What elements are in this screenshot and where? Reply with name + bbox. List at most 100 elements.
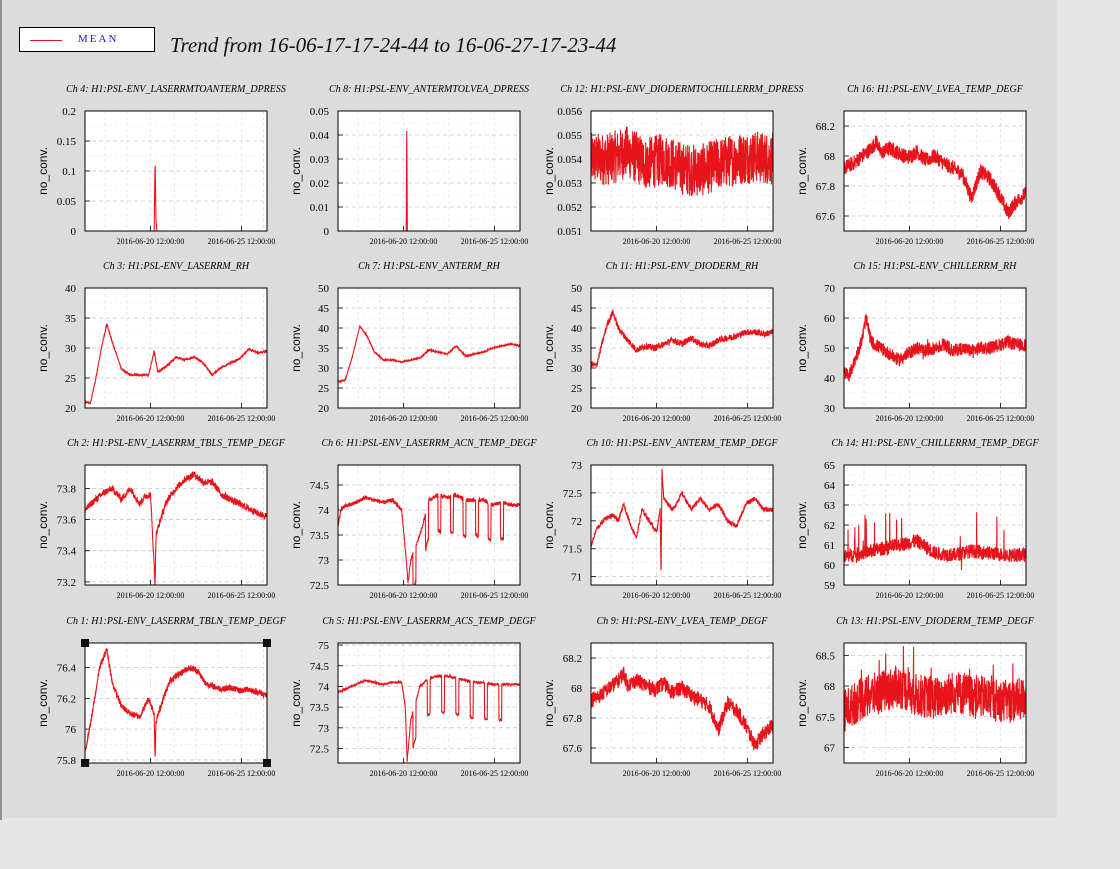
x-tick-label: 2016-06-25 12:00:00 [461, 769, 529, 778]
y-tick-label: 0.03 [310, 154, 330, 166]
y-tick-label: 73.5 [310, 702, 330, 714]
series-line-mean [590, 468, 774, 571]
legend-label: MEAN [78, 33, 119, 45]
series-line-mean [843, 646, 1027, 732]
chart-13: 75.8 76 76.2 76.4 2016-06-20 12:00:00 2016-06… [36, 616, 287, 778]
x-tick-label: 2016-06-20 12:00:00 [117, 769, 185, 778]
series-line-mean [337, 492, 521, 586]
y-tick-label: 0.02 [310, 178, 329, 190]
x-tick-label: 2016-06-25 12:00:00 [967, 237, 1035, 246]
y-tick-label: 71.5 [563, 544, 583, 556]
x-tick-label: 2016-06-25 12:00:00 [714, 414, 782, 423]
y-tick-label: 65 [824, 460, 836, 472]
y-axis-label: no_conv. [289, 501, 303, 549]
plot-area [85, 465, 267, 585]
series-line-mean [843, 314, 1027, 382]
chart-8: 30 40 50 60 70 2016-06-20 12:00:00 2016-06-25 … [795, 261, 1034, 423]
chart-2: 0 0.01 0.02 0.03 0.04 0.05 2016-06-20 12:00:00… [289, 84, 529, 246]
y-tick-label: 30 [65, 343, 77, 355]
x-tick-label: 2016-06-25 12:00:00 [208, 414, 276, 423]
y-axis-label: no_conv. [795, 501, 809, 549]
x-tick-label: 2016-06-25 12:00:00 [714, 237, 782, 246]
y-tick-label: 73.2 [57, 577, 76, 589]
x-tick-label: 2016-06-20 12:00:00 [117, 414, 185, 423]
x-tick-label: 2016-06-25 12:00:00 [461, 591, 529, 600]
y-tick-label: 74.5 [310, 480, 330, 492]
y-tick-label: 25 [571, 383, 583, 395]
y-tick-label: 0.04 [310, 130, 330, 142]
y-axis-label: no_conv. [542, 147, 556, 195]
x-tick-label: 2016-06-25 12:00:00 [208, 237, 276, 246]
y-tick-label: 0.05 [57, 196, 77, 208]
y-tick-label: 75.8 [57, 755, 77, 767]
y-tick-label: 73 [318, 723, 330, 735]
x-tick-label: 2016-06-25 12:00:00 [208, 769, 276, 778]
y-tick-label: 67 [824, 743, 836, 755]
y-tick-label: 72.5 [310, 744, 330, 756]
plot-frame [84, 642, 268, 764]
legend-swatch [30, 40, 62, 41]
y-axis-label: no_conv. [795, 324, 809, 372]
y-axis-label: no_conv. [795, 679, 809, 727]
plot-frame [337, 287, 521, 409]
chart-title: Ch 12: H1:PSL-ENV_DIODERMTOCHILLERRM_DPR… [560, 84, 803, 95]
y-tick-label: 73.4 [57, 546, 77, 558]
y-tick-label: 67.5 [816, 712, 836, 724]
x-tick-label: 2016-06-25 12:00:00 [461, 237, 529, 246]
y-tick-label: 61 [824, 540, 835, 552]
chart-title: Ch 8: H1:PSL-ENV_ANTERMTOLVEA_DPRESS [329, 84, 529, 95]
x-tick-label: 2016-06-20 12:00:00 [623, 237, 691, 246]
chart-title: Ch 1: H1:PSL-ENV_LASERRM_TBLN_TEMP_DEGF [66, 616, 286, 627]
y-axis-label: no_conv. [542, 679, 556, 727]
chart-title: Ch 15: H1:PSL-ENV_CHILLERRM_RH [854, 261, 1018, 272]
y-axis-label: no_conv. [36, 679, 50, 727]
y-tick-label: 72.5 [563, 488, 583, 500]
y-tick-label: 0.1 [62, 166, 76, 178]
x-tick-label: 2016-06-25 12:00:00 [967, 414, 1035, 423]
chart-title: Ch 11: H1:PSL-ENV_DIODERM_RH [606, 261, 759, 272]
x-tick-label: 2016-06-20 12:00:00 [623, 414, 691, 423]
chart-title: Ch 14: H1:PSL-ENV_CHILLERRM_TEMP_DEGF [831, 438, 1039, 449]
x-tick-label: 2016-06-25 12:00:00 [967, 769, 1035, 778]
plot-frame [590, 642, 774, 764]
series-line-mean [84, 647, 268, 757]
selection-handle [81, 639, 89, 647]
chart-4: 67.6 67.8 68 68.2 2016-06-20 12:00:00 2016-06… [795, 84, 1034, 246]
y-tick-label: 0.051 [557, 226, 582, 238]
chart-16: 67 67.5 68 68.5 2016-06-20 12:00:00 2016-06-2… [795, 616, 1035, 778]
series-line-mean [590, 666, 774, 751]
y-tick-label: 35 [65, 313, 77, 325]
y-tick-label: 0.05 [310, 106, 330, 118]
x-tick-label: 2016-06-20 12:00:00 [623, 769, 691, 778]
y-tick-label: 74 [318, 681, 330, 693]
y-axis-label: no_conv. [36, 147, 50, 195]
y-tick-label: 64 [824, 480, 836, 492]
y-tick-label: 76 [65, 724, 77, 736]
series-line-mean [84, 471, 268, 586]
y-tick-label: 74.5 [310, 661, 330, 673]
y-tick-label: 0.15 [57, 136, 77, 148]
y-axis-label: no_conv. [289, 324, 303, 372]
y-tick-label: 74 [318, 505, 330, 517]
series-line-mean [84, 323, 268, 405]
x-tick-label: 2016-06-25 12:00:00 [461, 414, 529, 423]
x-tick-label: 2016-06-20 12:00:00 [876, 414, 944, 423]
y-tick-label: 30 [824, 403, 836, 415]
y-tick-label: 40 [318, 323, 330, 335]
plot-frame [84, 464, 268, 586]
x-tick-label: 2016-06-25 12:00:00 [714, 769, 782, 778]
y-tick-label: 0.01 [310, 202, 329, 214]
y-tick-label: 50 [571, 283, 583, 295]
y-tick-label: 0.053 [557, 178, 582, 190]
chart-title: Ch 16: H1:PSL-ENV_LVEA_TEMP_DEGF [847, 84, 1024, 95]
y-tick-label: 73 [571, 460, 583, 472]
chart-10: 72.5 73 73.5 74 74.5 2016-06-20 12:00:00 2016-… [289, 438, 537, 600]
y-axis-label: no_conv. [542, 324, 556, 372]
series-line-mean [337, 673, 521, 762]
plot-frame [843, 110, 1027, 232]
y-tick-label: 59 [824, 580, 836, 592]
series-line-mean [337, 324, 521, 384]
y-tick-label: 72.5 [310, 580, 330, 592]
legend-box[interactable]: MEAN [19, 27, 155, 52]
